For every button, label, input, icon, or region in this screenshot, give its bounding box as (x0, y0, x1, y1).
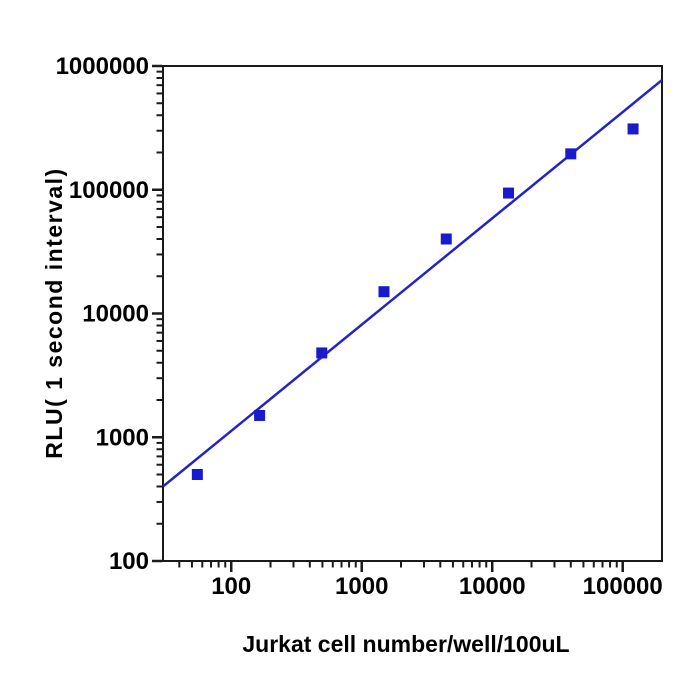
y-tick-label: 100 (109, 548, 149, 575)
data-point (191, 469, 203, 481)
data-point (565, 148, 577, 160)
fit-line (162, 79, 663, 488)
plot-border (162, 65, 663, 562)
x-tick-label: 1000 (335, 573, 388, 600)
data-point (378, 286, 390, 298)
minor-ticks (156, 70, 618, 568)
x-tick-label: 100 (211, 573, 251, 600)
tick-labels: 100 1000 10000 100000 100 1000 10000 100000 1000… (56, 53, 663, 600)
y-tick-label: 100000 (69, 177, 149, 204)
data-point (316, 347, 328, 359)
y-axis-title: RLU( 1 second interval) (41, 167, 67, 458)
x-tick-label: 100000 (583, 573, 663, 600)
major-ticks (152, 64, 624, 572)
y-tick-label: 10000 (82, 301, 149, 328)
x-axis-title: Jurkat cell number/well/100uL (242, 631, 569, 657)
y-tick-label: 1000000 (56, 53, 149, 80)
data-point (627, 123, 639, 135)
data-points-group (191, 123, 639, 481)
y-tick-label: 1000 (96, 424, 149, 451)
fit-line-group (162, 79, 663, 488)
data-point (254, 409, 266, 421)
data-point (503, 187, 515, 199)
x-tick-label: 10000 (459, 573, 526, 600)
data-point (440, 233, 452, 245)
